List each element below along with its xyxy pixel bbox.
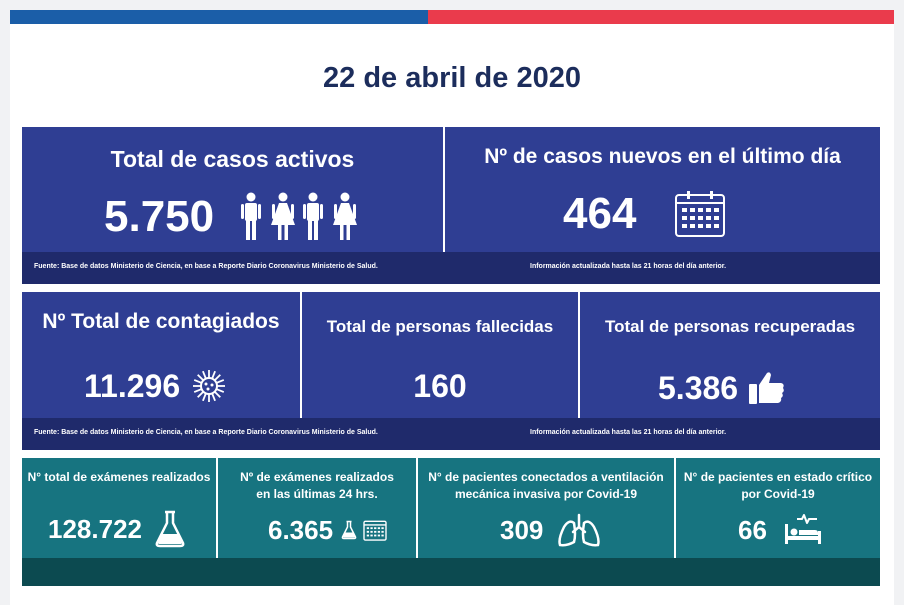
page-title: 22 de abril de 2020: [323, 62, 581, 94]
lungs-icon: [557, 513, 601, 547]
calendar-icon: [363, 519, 387, 541]
new-cases-row: 464: [563, 189, 726, 239]
exams-24h-title-line2: en las últimas 24 hrs.: [256, 487, 378, 501]
section3-footer: [22, 558, 880, 586]
panel-divider: [300, 292, 302, 418]
total-infected-title: Nº Total de contagiados: [42, 310, 280, 333]
recovered-title: Total de personas recuperadas: [604, 317, 856, 336]
critical-row: 66: [738, 512, 823, 548]
total-exams-title: N° total de exámenes realizados: [27, 470, 211, 484]
recovered-value: 5.386: [658, 369, 739, 406]
ventilation-value: 309: [500, 514, 544, 545]
flask-icon: [341, 520, 357, 540]
panel-divider: [416, 458, 418, 558]
ventilation-title-line1: N° de pacientes conectados a ventilación: [428, 470, 664, 484]
new-cases-title: Nº de casos nuevos en el último día: [484, 145, 841, 168]
update-note: Información actualizada hasta las 21 hor…: [530, 429, 727, 436]
hospital-bed-icon: [783, 514, 823, 546]
panel-divider: [216, 458, 218, 558]
active-cases-value: 5.750: [104, 192, 215, 241]
people-icon: [238, 192, 358, 242]
ventilation-title-line2: mecánica invasiva por Covid-19: [454, 487, 638, 501]
total-exams-value: 128.722: [48, 513, 142, 544]
update-note: Información actualizada hasta las 21 hor…: [530, 263, 727, 270]
active-cases-row: 5.750: [104, 192, 358, 242]
new-cases-value: 464: [563, 189, 637, 238]
total-infected-row: 11.296: [84, 366, 226, 406]
panel-divider: [674, 458, 676, 558]
top-bar-blue: [10, 10, 428, 24]
exams-24h-value: 6.365: [268, 514, 334, 545]
section-active-new: Total de casos activos 5.750 Nº de casos…: [22, 127, 880, 284]
total-infected-value: 11.296: [84, 367, 181, 404]
source-note: Fuente: Base de datos Ministerio de Cien…: [34, 429, 378, 436]
source-note: Fuente: Base de datos Ministerio de Cien…: [34, 263, 378, 270]
dashboard-card: 22 de abril de 2020 Total de casos activ…: [10, 10, 894, 605]
recovered-row: 5.386: [658, 368, 786, 408]
deaths-title: Total de personas fallecidas: [326, 317, 554, 336]
top-bar-red: [428, 10, 894, 24]
critical-value: 66: [738, 514, 767, 545]
virus-icon: [192, 369, 226, 403]
critical-title-line1: N° de pacientes en estado crítico: [683, 470, 873, 484]
section-exams: N° total de exámenes realizados 128.722 …: [22, 458, 880, 586]
section-totals: Nº Total de contagiados 11.296: [22, 292, 880, 450]
deaths-value: 160: [413, 368, 467, 404]
calendar-icon: [674, 190, 726, 238]
exams-24h-title-line1: Nº de exámenes realizados: [240, 470, 394, 484]
flask-icon: [154, 510, 186, 548]
total-exams-row: 128.722: [48, 507, 186, 551]
exams-24h-row: 6.365: [268, 514, 387, 546]
critical-title-line2: por Covid-19: [741, 487, 815, 501]
ventilation-row: 309: [500, 512, 601, 548]
section1-footer: Fuente: Base de datos Ministerio de Cien…: [22, 252, 880, 284]
panel-divider: [443, 127, 445, 252]
section2-footer: Fuente: Base de datos Ministerio de Cien…: [22, 418, 880, 450]
panel-divider: [578, 292, 580, 418]
active-cases-title: Total de casos activos: [110, 146, 355, 172]
thumbs-up-icon: [748, 370, 786, 406]
top-color-bar: [10, 10, 894, 24]
